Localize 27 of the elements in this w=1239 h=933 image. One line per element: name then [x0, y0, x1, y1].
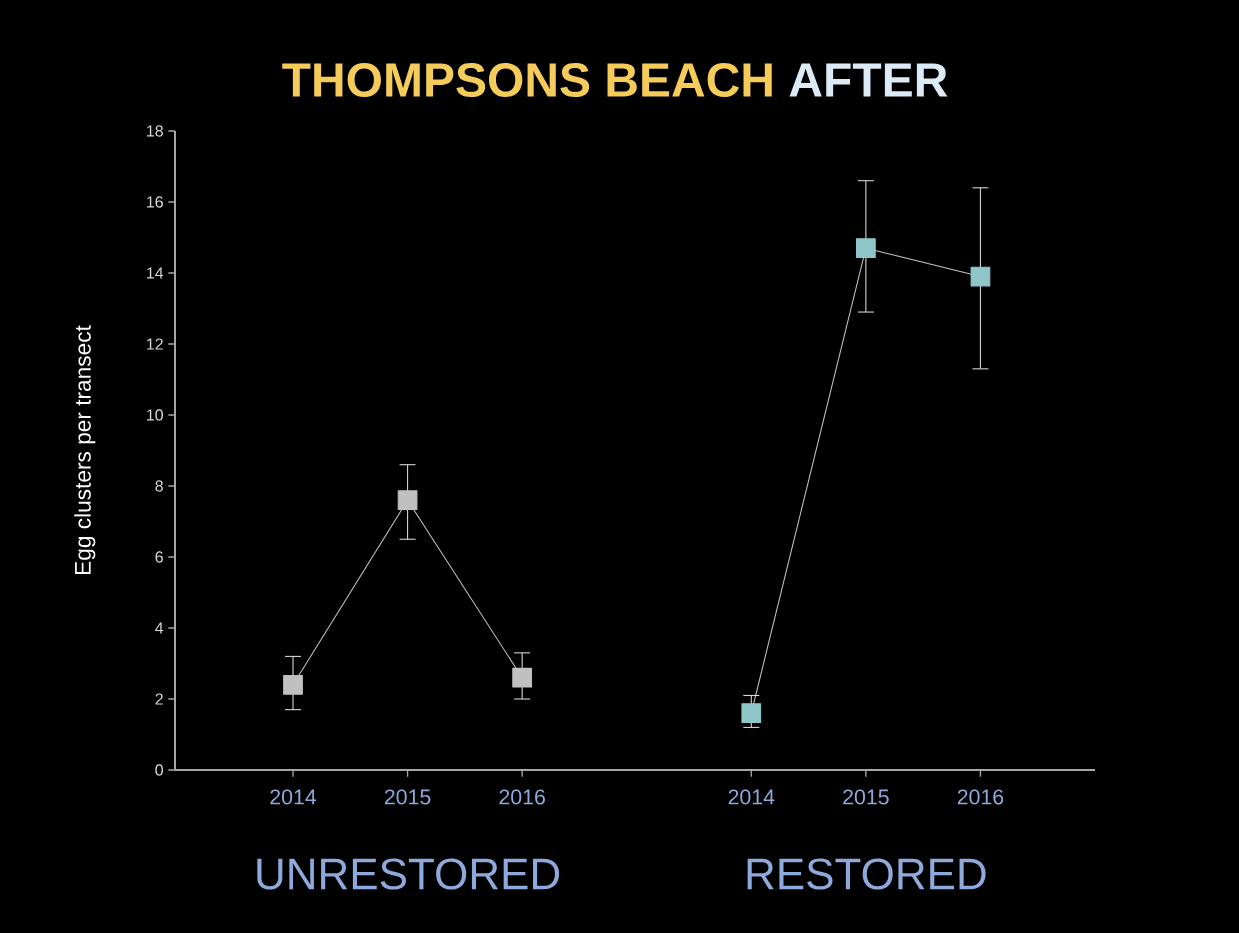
point: [397, 490, 418, 511]
y-tick-label: 10: [147, 409, 163, 421]
text: RESTORED: [747, 858, 986, 890]
chart-subtitle: AFTER: [789, 63, 948, 97]
y-tick-label: 6: [155, 551, 163, 563]
y-tick-label: 12: [147, 338, 163, 350]
x-tick-label: 2014: [270, 789, 317, 805]
point: [741, 703, 762, 724]
point: [283, 674, 303, 695]
y-tick-label: 14: [147, 267, 164, 279]
x-tick-label: 2016: [957, 789, 1004, 805]
y-tick-label: 4: [155, 622, 164, 634]
x-tick-label: 2015: [843, 789, 889, 805]
y-tick-label: 2: [155, 693, 163, 705]
y-axis-title: Egg clusters per transect: [74, 325, 96, 574]
point: [856, 238, 876, 259]
x-tick-label: 2016: [499, 789, 545, 805]
y-tick-label: 8: [155, 480, 163, 492]
y-tick-label: 0: [155, 764, 164, 776]
x-tick-label: 2014: [728, 789, 775, 805]
y-tick-label: 18: [147, 125, 163, 137]
y-tick-label: 16: [147, 196, 163, 208]
point: [970, 266, 991, 287]
x-tick-label: 2015: [384, 789, 431, 805]
text: UNRESTORED: [257, 858, 560, 890]
point: [512, 667, 533, 688]
chart-title: THOMPSONS BEACH: [282, 63, 772, 97]
